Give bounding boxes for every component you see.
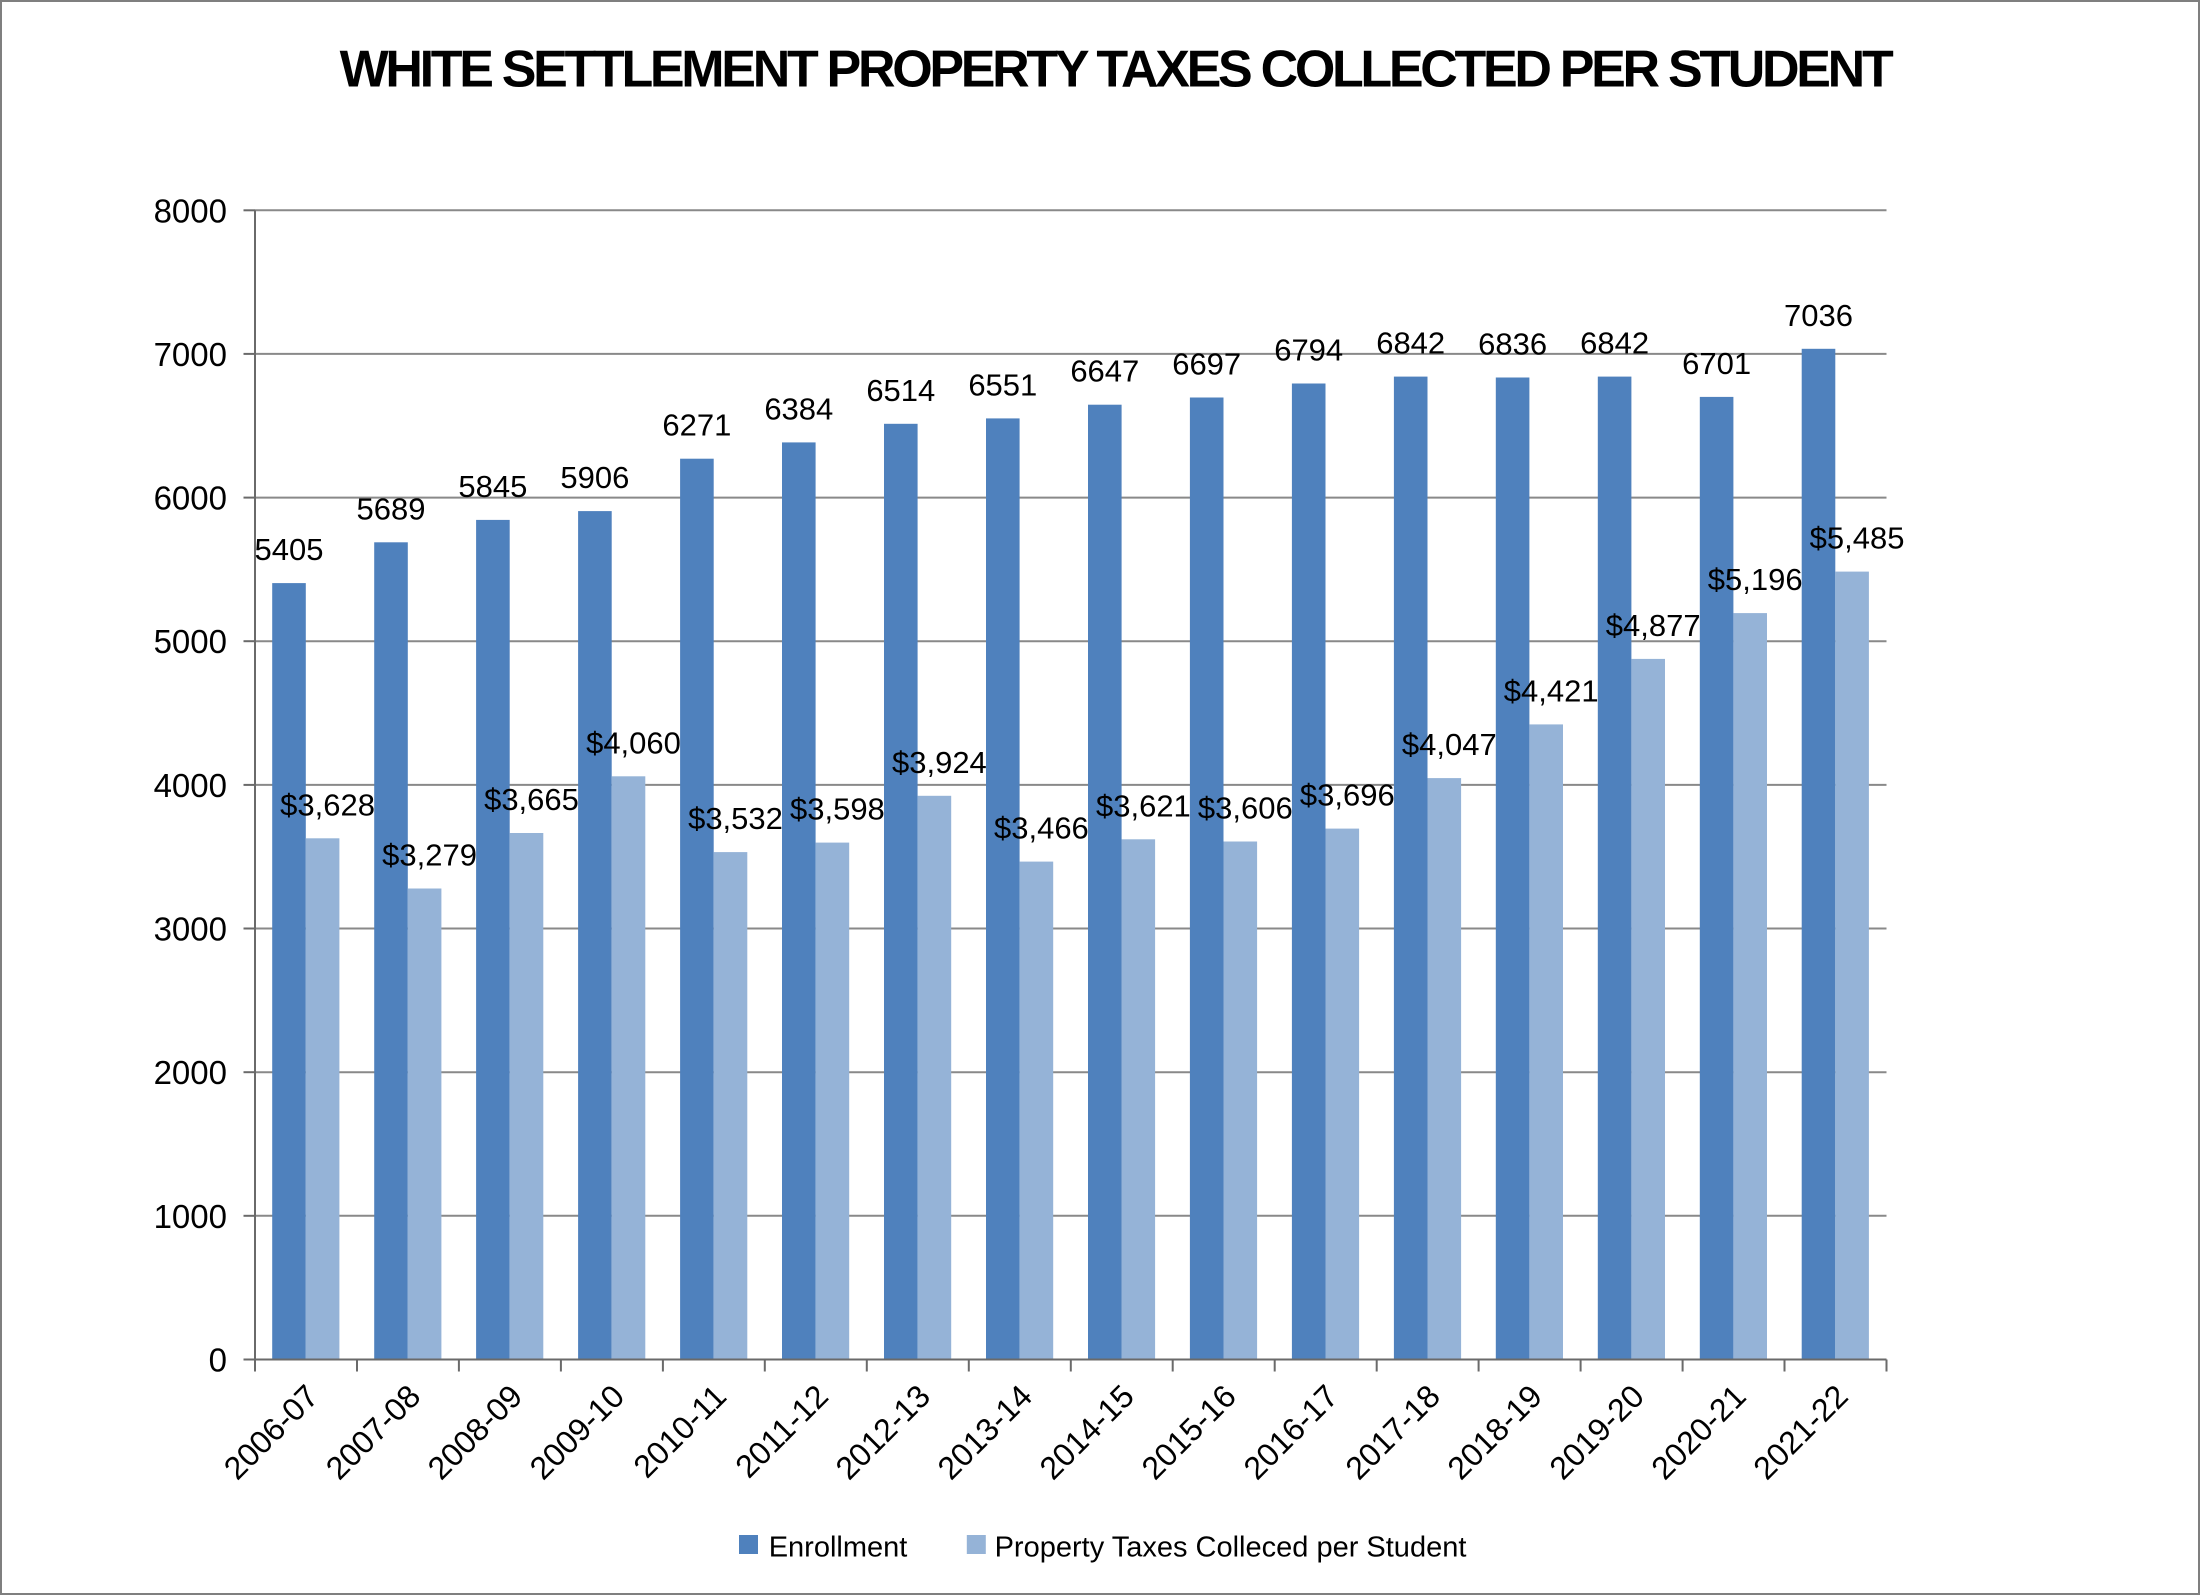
svg-text:6271: 6271 (662, 408, 731, 443)
svg-text:6697: 6697 (1172, 347, 1241, 382)
svg-text:6794: 6794 (1274, 333, 1343, 368)
svg-text:1000: 1000 (154, 1198, 227, 1235)
svg-text:5689: 5689 (357, 491, 426, 526)
svg-text:$4,877: $4,877 (1606, 608, 1701, 643)
svg-text:$3,279: $3,279 (382, 838, 477, 873)
svg-text:0: 0 (209, 1342, 227, 1379)
svg-text:$3,606: $3,606 (1198, 791, 1293, 826)
svg-text:7000: 7000 (154, 336, 227, 373)
svg-text:6701: 6701 (1682, 346, 1751, 381)
svg-text:$4,047: $4,047 (1402, 727, 1497, 762)
svg-text:$3,532: $3,532 (688, 801, 783, 836)
svg-text:$3,696: $3,696 (1300, 778, 1395, 813)
svg-text:$3,621: $3,621 (1096, 788, 1191, 823)
svg-text:$4,060: $4,060 (586, 725, 681, 760)
svg-text:$3,665: $3,665 (484, 782, 579, 817)
svg-text:6647: 6647 (1070, 354, 1139, 389)
svg-text:$3,924: $3,924 (892, 745, 987, 780)
svg-text:4000: 4000 (154, 767, 227, 804)
svg-text:Property Taxes Colleced per St: Property Taxes Colleced per Student (995, 1532, 1467, 1564)
svg-text:5405: 5405 (255, 532, 324, 567)
svg-text:6514: 6514 (866, 373, 935, 408)
svg-text:$5,196: $5,196 (1708, 562, 1803, 597)
svg-text:5906: 5906 (560, 460, 629, 495)
svg-text:$3,628: $3,628 (280, 787, 375, 822)
svg-text:2000: 2000 (154, 1054, 227, 1091)
svg-text:$4,421: $4,421 (1504, 673, 1599, 708)
svg-text:$3,598: $3,598 (790, 792, 885, 827)
svg-text:6000: 6000 (154, 480, 227, 517)
svg-text:7036: 7036 (1784, 298, 1853, 333)
svg-text:8000: 8000 (154, 192, 227, 229)
svg-text:6551: 6551 (968, 367, 1037, 402)
svg-text:6842: 6842 (1580, 326, 1649, 361)
svg-text:$5,485: $5,485 (1810, 521, 1905, 556)
svg-text:WHITE SETTLEMENT PROPERTY TAXE: WHITE SETTLEMENT PROPERTY TAXES COLLECTE… (340, 41, 1894, 99)
svg-text:5000: 5000 (154, 623, 227, 660)
svg-text:3000: 3000 (154, 911, 227, 948)
svg-text:6842: 6842 (1376, 326, 1445, 361)
svg-text:6836: 6836 (1478, 327, 1547, 362)
svg-text:5845: 5845 (458, 469, 527, 504)
svg-text:6384: 6384 (764, 391, 833, 426)
svg-text:Enrollment: Enrollment (769, 1532, 908, 1564)
svg-text:$3,466: $3,466 (994, 811, 1089, 846)
